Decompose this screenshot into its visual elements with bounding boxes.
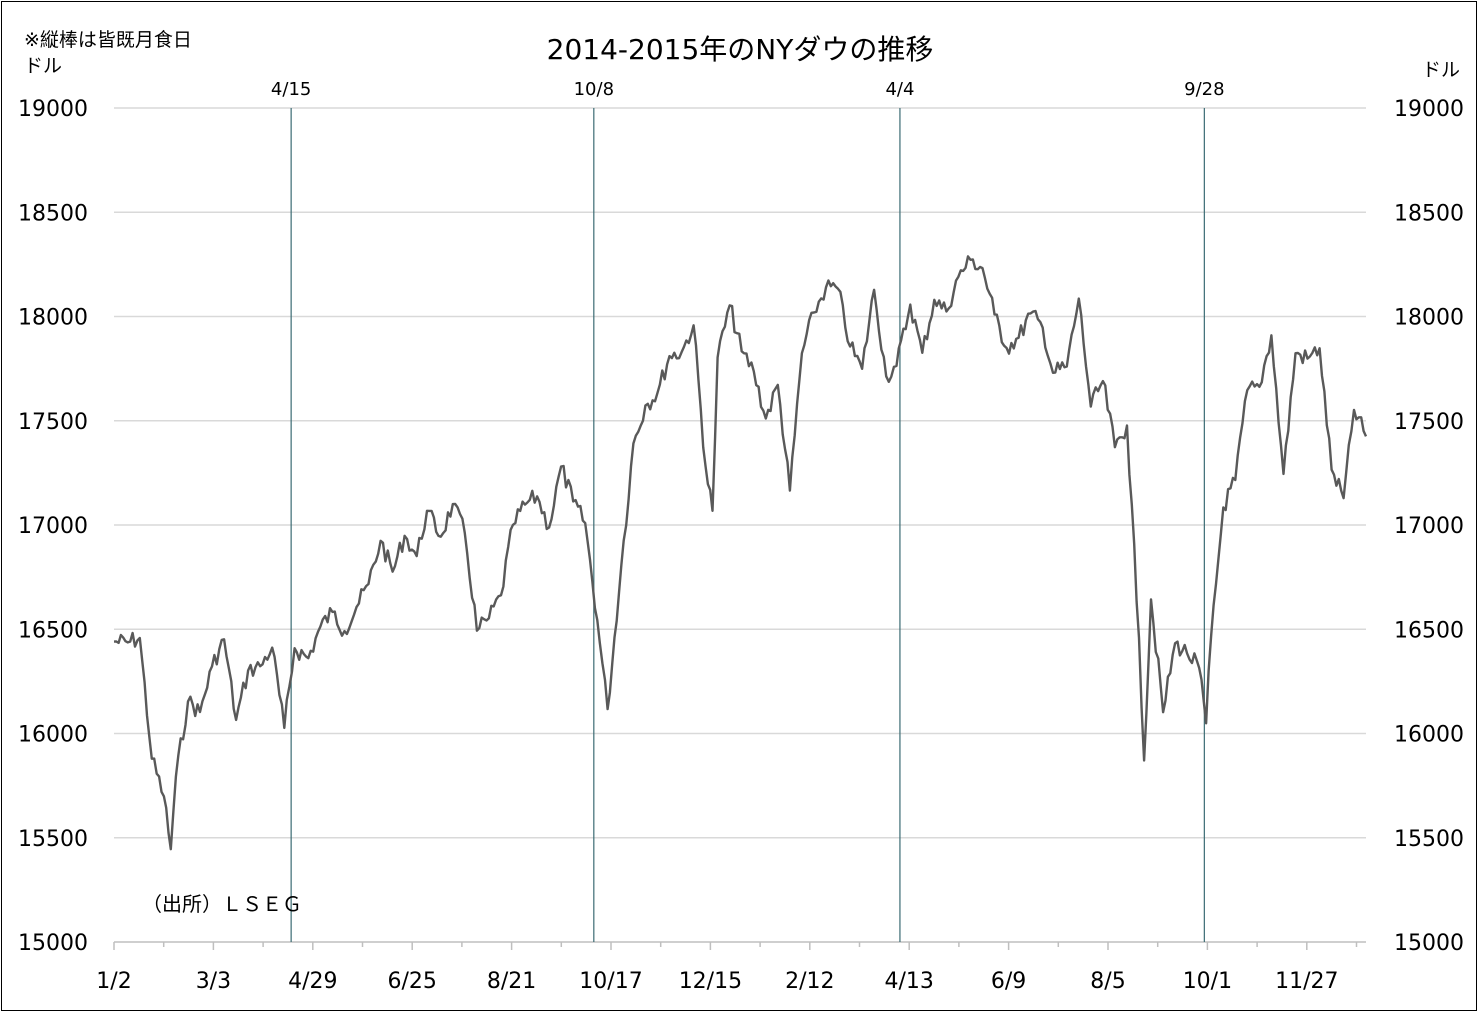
eclipse-date-label: 4/15 xyxy=(271,79,311,100)
x-tick-label: 10/1 xyxy=(1183,969,1232,994)
y-tick-label: 18500 xyxy=(18,201,88,226)
plot-area xyxy=(113,255,1368,851)
x-tick-label: 4/13 xyxy=(884,969,933,994)
gridlines xyxy=(114,107,1366,943)
x-tick-label: 2/12 xyxy=(785,969,834,994)
y-tick-label: 18000 xyxy=(18,306,88,331)
y-tick-label-right: 16500 xyxy=(1394,618,1464,643)
x-tick-label: 11/27 xyxy=(1275,969,1338,994)
y-axis-left-ticks: 15000 15500 16000 16500 17000 17500 18000 18500… xyxy=(18,97,88,956)
chart-note: ※縦棒は皆既月食日 xyxy=(24,29,192,51)
y-tick-label: 17500 xyxy=(18,410,88,435)
y-tick-label: 17000 xyxy=(18,514,88,539)
y-tick-label-right: 15500 xyxy=(1394,827,1464,852)
x-tick-label: 3/3 xyxy=(196,969,231,994)
right-axis-unit: ドル xyxy=(1422,59,1460,81)
x-tick-label: 6/9 xyxy=(991,969,1026,994)
y-tick-label-right: 18500 xyxy=(1394,201,1464,226)
x-tick-label: 8/5 xyxy=(1090,969,1125,994)
y-tick-label-right: 15000 xyxy=(1394,931,1464,956)
y-tick-label-right: 18000 xyxy=(1394,306,1464,331)
x-tick-label: 4/29 xyxy=(288,969,337,994)
y-tick-label: 15500 xyxy=(18,827,88,852)
x-tick-label: 12/15 xyxy=(679,969,742,994)
left-axis-unit: ドル xyxy=(24,55,62,77)
y-tick-label-right: 17000 xyxy=(1394,514,1464,539)
y-axis-right-ticks: 15000 15500 16000 16500 17000 17500 18000 18500… xyxy=(1394,97,1464,956)
eclipse-markers: 4/15 10/8 4/4 9/28 xyxy=(271,79,1225,942)
x-tick-label: 6/25 xyxy=(387,969,436,994)
y-tick-label: 16500 xyxy=(18,618,88,643)
source-note: （出所）ＬＳＥＧ xyxy=(142,892,302,916)
y-tick-label: 16000 xyxy=(18,723,88,748)
x-axis: 1/2 3/3 4/29 6/25 8/21 10/17 12/15 2/12 4/13 6/9 8… xyxy=(96,942,1358,994)
eclipse-date-label: 9/28 xyxy=(1184,79,1224,100)
y-tick-label-right: 17500 xyxy=(1394,410,1464,435)
x-tick-label: 1/2 xyxy=(96,969,131,994)
y-tick-label-right: 19000 xyxy=(1394,97,1464,122)
y-tick-label-right: 16000 xyxy=(1394,723,1464,748)
eclipse-date-label: 4/4 xyxy=(885,79,914,100)
eclipse-date-label: 10/8 xyxy=(574,79,614,100)
series-line xyxy=(113,255,1368,851)
x-tick-label: 10/17 xyxy=(579,969,642,994)
y-tick-label: 15000 xyxy=(18,931,88,956)
x-tick-label: 8/21 xyxy=(487,969,536,994)
chart-title: 2014-2015年のNYダウの推移 xyxy=(547,33,934,66)
y-tick-label: 19000 xyxy=(18,97,88,122)
